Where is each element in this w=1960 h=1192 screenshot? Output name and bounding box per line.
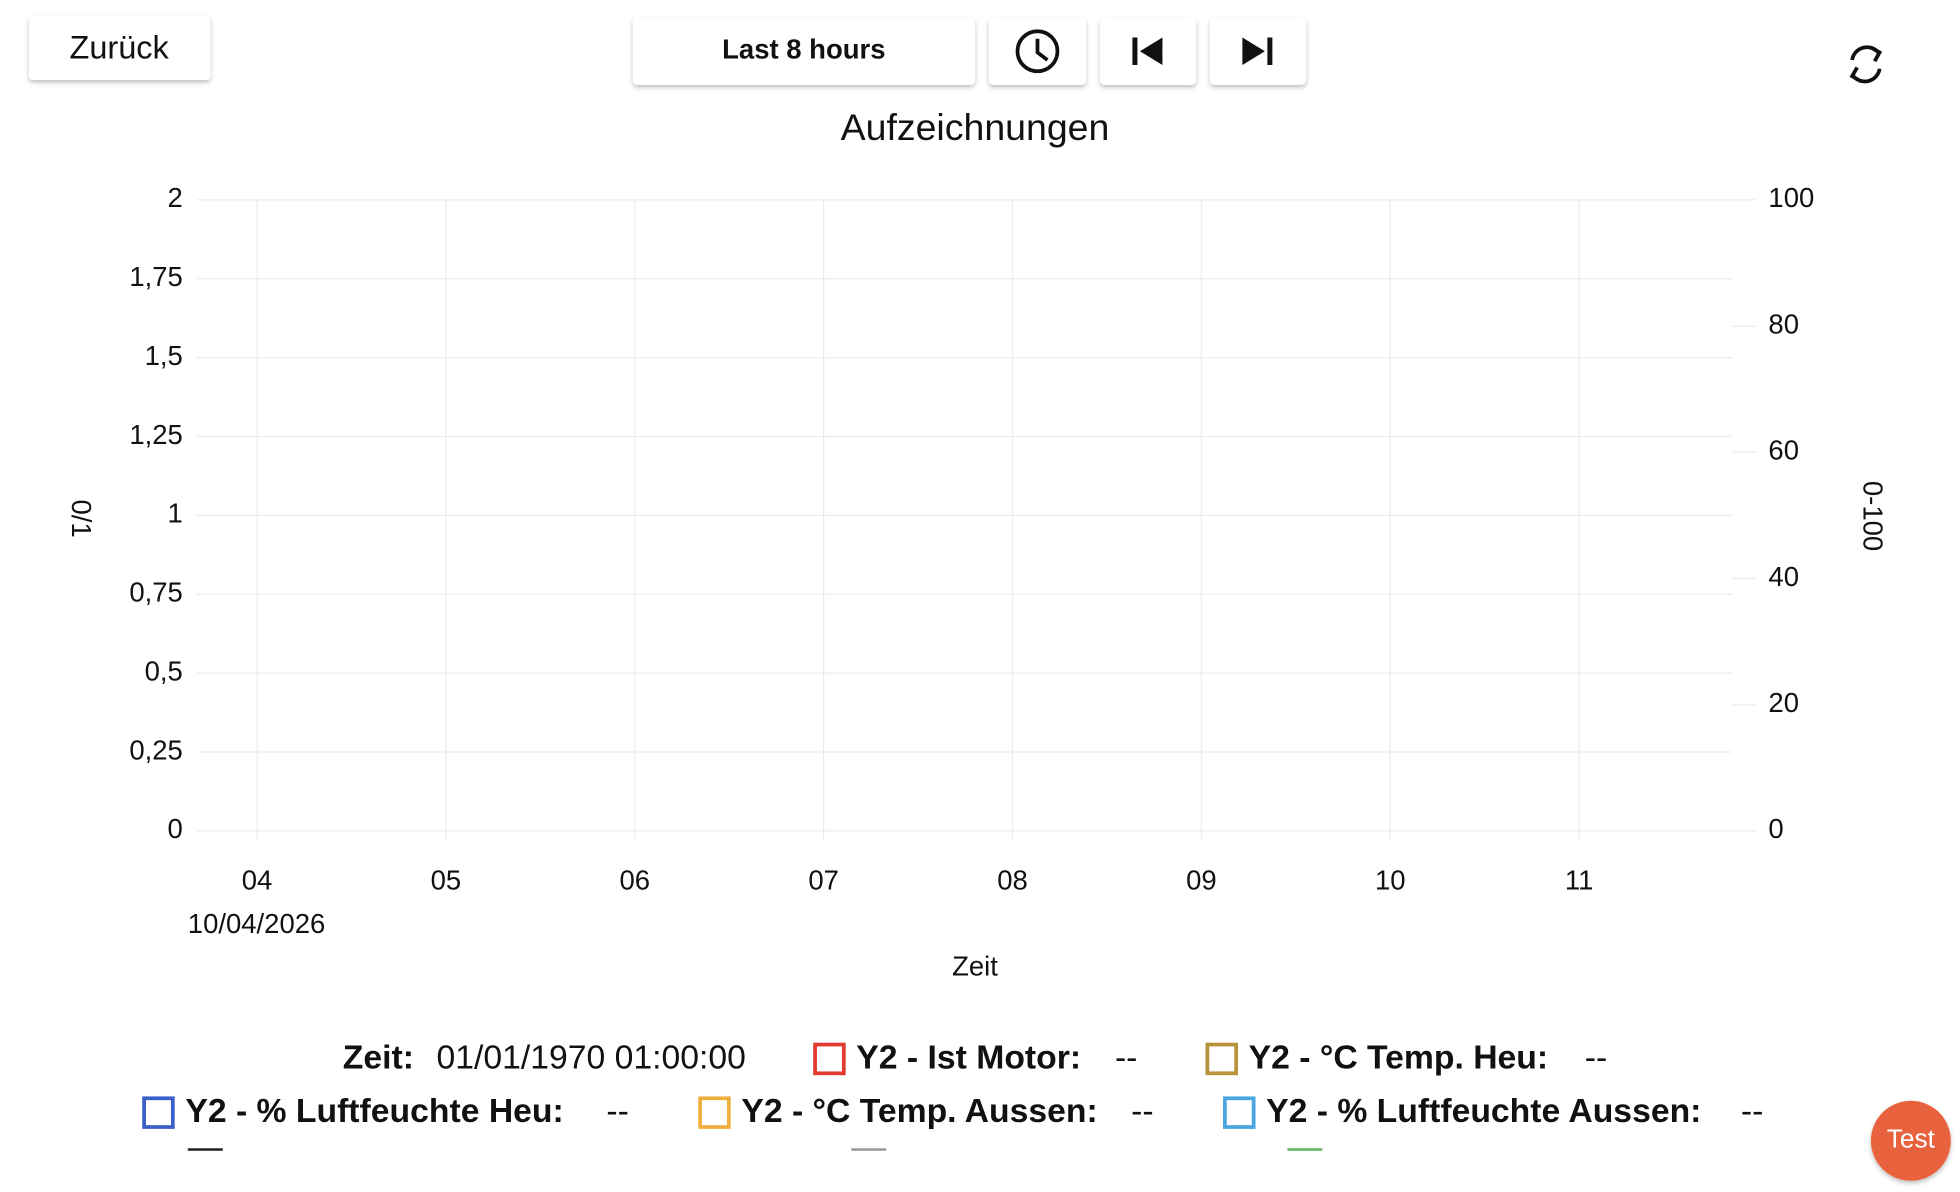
legend-value: -- [606, 1092, 628, 1130]
prev-button[interactable] [1099, 17, 1197, 85]
y2-tick-label: 60 [1768, 435, 1799, 466]
back-button[interactable]: Zurück [29, 16, 211, 80]
y2-tick-label: 80 [1768, 308, 1799, 339]
y2-tick-label: 40 [1768, 561, 1799, 592]
y2-axis-label: 0-100 [1858, 481, 1889, 551]
y2-tick-label: 0 [1768, 813, 1783, 844]
legend-item: Y2 - % Luftfeuchte Aussen: -- [1223, 1092, 1763, 1130]
legend-line [187, 1148, 223, 1151]
x-tick-label: 09 [1186, 864, 1217, 895]
legend-swatch [1223, 1096, 1256, 1129]
legend-item: Y2 - °C Temp. Heu: -- [1205, 1038, 1607, 1076]
legend-item: Y2 - °C Temp. Aussen: -- [698, 1092, 1154, 1130]
legend-line [1287, 1148, 1323, 1151]
legend-line [851, 1148, 887, 1151]
test-button[interactable]: Test [1870, 1100, 1951, 1181]
legend-name: Y2 - % Luftfeuchte Aussen: [1266, 1092, 1701, 1130]
test-label: Test [1887, 1124, 1936, 1154]
y2-tick-label: 100 [1768, 182, 1814, 213]
chart-title: Aufzeichnungen [841, 106, 1110, 148]
x-tick-label: 07 [808, 864, 839, 895]
back-label: Zurück [69, 30, 169, 66]
range-label: Last 8 hours [722, 33, 885, 64]
legend-value: -- [1131, 1092, 1153, 1130]
legend-swatch [698, 1096, 731, 1129]
y-tick-label: 0,75 [129, 577, 182, 608]
legend-item: Y2 - Ist Motor: -- [813, 1038, 1137, 1076]
y-axis-label: 0/1 [66, 499, 97, 537]
legend-item: Y2 - % Luftfeuchte Heu: -- [142, 1092, 629, 1130]
y-tick-label: 0,25 [129, 734, 182, 765]
x-tick-label: 06 [620, 864, 651, 895]
y2-tick-label: 20 [1768, 687, 1799, 718]
x-date-label: 10/04/2026 [188, 908, 325, 939]
x-tick-label: 11 [1565, 864, 1594, 895]
y-tick-label: 1 [168, 498, 183, 529]
y-tick-label: 1,25 [129, 419, 182, 450]
legend-name: Y2 - °C Temp. Aussen: [741, 1092, 1097, 1130]
x-axis-label: Zeit [952, 951, 998, 982]
range-button[interactable]: Last 8 hours [632, 17, 976, 85]
legend-name: Y2 - °C Temp. Heu: [1249, 1038, 1549, 1076]
next-button[interactable] [1209, 17, 1307, 85]
y-tick-label: 2 [168, 182, 183, 213]
x-tick-label: 04 [242, 864, 273, 895]
legend-name: Y2 - Ist Motor: [856, 1038, 1081, 1076]
legend-time-value: 01/01/1970 01:00:00 [436, 1038, 745, 1076]
legend-time-label: Zeit: [343, 1038, 414, 1076]
clock-button[interactable] [988, 17, 1087, 85]
legend-swatch [813, 1042, 846, 1076]
y-tick-label: 1,75 [129, 261, 182, 292]
y-tick-label: 1,5 [145, 340, 183, 371]
x-tick-label: 08 [997, 864, 1028, 895]
x-tick-label: 10 [1375, 864, 1406, 895]
y-tick-label: 0,5 [145, 655, 183, 686]
refresh-button[interactable] [1849, 45, 1883, 84]
legend-swatch [1205, 1042, 1239, 1076]
x-tick-label: 05 [431, 864, 462, 895]
legend-value: -- [1585, 1038, 1607, 1076]
legend-value: -- [1741, 1092, 1763, 1130]
y-tick-label: 0 [168, 813, 183, 844]
legend-name: Y2 - % Luftfeuchte Heu: [185, 1092, 563, 1130]
legend-value: -- [1115, 1038, 1137, 1076]
legend-swatch [142, 1096, 175, 1129]
